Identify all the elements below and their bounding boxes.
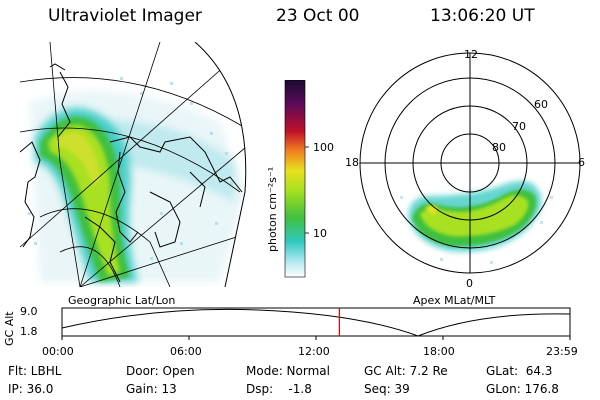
mlt-label-12: 12: [464, 48, 478, 61]
colorbar-unit-label: photon cm⁻²s⁻¹: [266, 166, 279, 252]
timeline-y-tick-min: 1.8: [20, 325, 38, 338]
gain-status: Gain: 13: [126, 382, 177, 396]
mode-status: Mode: Normal: [246, 364, 330, 378]
timeline-x-tick-2359: 23:59: [546, 345, 578, 358]
mlt-label-0: 0: [466, 277, 473, 290]
polar-mlat-mlt-plot: [359, 52, 581, 274]
seq-status: Seq: 39: [364, 382, 410, 396]
orbit-altitude-timeline: [61, 307, 571, 340]
timeline-x-tick-1200: 12:00: [298, 345, 330, 358]
image-date: 23 Oct 00: [276, 6, 360, 26]
timeline-y-tick-max: 9.0: [20, 305, 38, 318]
filter-status: Flt: LBHL: [8, 364, 62, 378]
glon-status: GLon: 176.8: [486, 382, 559, 396]
timeline-x-tick-0000: 00:00: [42, 345, 74, 358]
magnetic-panel-label: Apex MLat/MLT: [413, 294, 496, 307]
timeline-x-tick-0600: 06:00: [170, 345, 202, 358]
geographic-aurora-image: [20, 42, 247, 287]
image-time: 13:06:20 UT: [430, 6, 535, 26]
mlt-label-6: 6: [578, 156, 585, 169]
glat-status: GLat: 64.3: [486, 364, 553, 378]
timeline-x-tick-1800: 18:00: [423, 345, 455, 358]
gc-alt-status: GC Alt: 7.2 Re: [364, 364, 448, 378]
mlat-label-60: 60: [534, 98, 548, 111]
mlt-label-18: 18: [345, 156, 359, 169]
door-status: Door: Open: [126, 364, 195, 378]
colorbar-tick-100: 100: [313, 141, 334, 154]
mlat-label-80: 80: [492, 141, 506, 154]
timeline-y-label: GC Alt: [3, 311, 16, 346]
ip-status: IP: 36.0: [8, 382, 54, 396]
mlat-label-70: 70: [512, 120, 526, 133]
dsp-status: Dsp: -1.8: [246, 382, 312, 396]
geographic-panel-label: Geographic Lat/Lon: [68, 294, 176, 307]
intensity-color-bar: [284, 80, 309, 278]
instrument-title: Ultraviolet Imager: [48, 6, 202, 26]
colorbar-tick-10: 10: [313, 227, 327, 240]
